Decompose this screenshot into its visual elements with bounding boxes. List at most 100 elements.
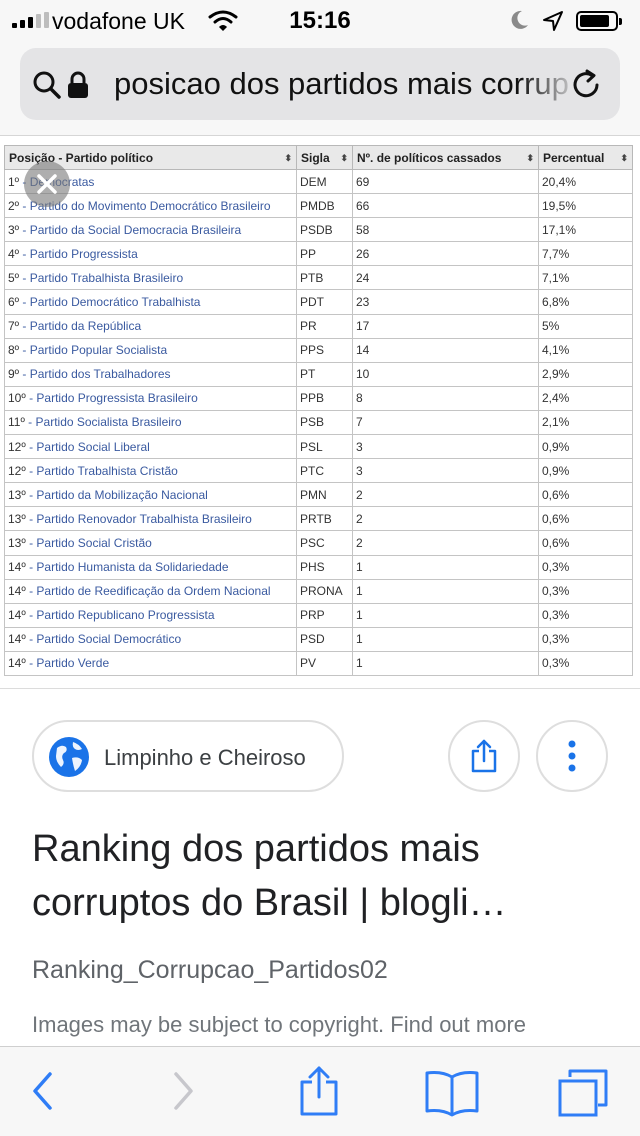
moon-icon <box>511 10 528 29</box>
url-text[interactable]: posicao dos partidos mais corruptos <box>114 66 569 101</box>
table-row: 11º - Partido Socialista Brasileiro PSB 7 2… <box>4 409 633 436</box>
source-name: Limpinho e Cheiroso <box>104 745 306 770</box>
source-chip[interactable]: Limpinho e Cheiroso <box>32 720 344 792</box>
cell-percent: 7,7% <box>538 241 633 267</box>
table-row: 1º - DemocratasDEM6920,4% <box>4 168 633 195</box>
sort-icon: ⬍ <box>284 152 292 163</box>
party-name[interactable]: Partido da Social Democracia Brasileira <box>29 222 242 237</box>
close-button[interactable] <box>24 161 70 207</box>
cell-position-party: 14º - Partido Social Democrático <box>4 626 297 652</box>
cell-count: 69 <box>352 168 539 195</box>
table-body: 1º - DemocratasDEM6920,4%2º - Partido do… <box>4 168 633 676</box>
cell-sigla: PRONA <box>296 578 353 604</box>
more-options-button[interactable] <box>536 720 608 792</box>
cell-count: 1 <box>352 602 539 628</box>
url-bar[interactable]: posicao dos partidos mais corruptos <box>20 48 620 120</box>
cell-position-party: 14º - Partido Humanista da Solidariedade <box>4 554 297 580</box>
cell-position-party: 4º - Partido Progressista <box>4 241 297 267</box>
forward-icon[interactable] <box>170 1069 196 1113</box>
cell-sigla: PV <box>296 650 353 676</box>
status-bar: vodafone UK 15:16 <box>0 0 640 40</box>
party-name[interactable]: Partido Renovador Trabalhista Brasileiro <box>36 511 252 526</box>
carrier-name: vodafone UK <box>52 8 185 34</box>
position-number: 8º <box>8 343 20 358</box>
cell-count: 8 <box>352 385 539 411</box>
cell-position-party: 8º - Partido Popular Socialista <box>4 337 297 363</box>
cell-count: 26 <box>352 241 539 267</box>
bookmarks-icon[interactable] <box>424 1069 480 1117</box>
table-row: 13º - Partido da Mobilização Nacional PMN… <box>4 482 633 508</box>
sort-icon: ⬍ <box>340 152 348 163</box>
cell-position-party: 14º - Partido Republicano Progressista <box>4 602 297 628</box>
table-row: 10º - Partido Progressista Brasileiro PPB… <box>4 385 633 411</box>
table-header-row: Posição - Partido político ⬍ Sigla ⬍ Nº. d… <box>4 145 633 170</box>
cell-count: 2 <box>352 506 539 532</box>
cell-sigla: PT <box>296 361 353 387</box>
party-name[interactable]: Partido do Movimento Democrático Brasile… <box>29 198 271 213</box>
party-name[interactable]: Partido da Mobilização Nacional <box>36 487 208 502</box>
header-sigla[interactable]: Sigla ⬍ <box>296 145 353 170</box>
party-name[interactable]: Partido Social Liberal <box>36 439 150 454</box>
cell-count: 17 <box>352 313 539 339</box>
cell-percent: 0,6% <box>538 482 633 508</box>
table-row: 3º - Partido da Social Democracia Brasil… <box>4 217 633 243</box>
party-name[interactable]: Partido Democrático Trabalhista <box>29 295 201 310</box>
party-name[interactable]: Partido da República <box>29 319 142 334</box>
party-name[interactable]: Partido Social Democrático <box>36 632 182 647</box>
result-title[interactable]: Ranking dos partidos mais corruptos do B… <box>32 828 507 924</box>
party-name[interactable]: Partido Socialista Brasileiro <box>35 415 182 430</box>
table-row: 13º - Partido Social Cristão PSC 2 0,6% <box>4 530 633 556</box>
cell-position-party: 13º - Partido Renovador Trabalhista Bras… <box>4 506 297 532</box>
party-name[interactable]: Partido Progressista <box>29 246 138 261</box>
tabs-icon[interactable] <box>556 1067 610 1117</box>
party-name[interactable]: Partido Popular Socialista <box>29 343 168 358</box>
reload-icon[interactable] <box>570 68 604 102</box>
cell-percent: 2,1% <box>538 409 633 436</box>
cell-percent: 5% <box>538 313 633 339</box>
position-number: 14º <box>8 608 26 623</box>
cell-percent: 6,8% <box>538 289 633 315</box>
table-row: 4º - Partido Progressista PP 26 7,7% <box>4 241 633 267</box>
party-name[interactable]: Partido Republicano Progressista <box>36 608 215 623</box>
party-name[interactable]: Partido Verde <box>36 656 110 671</box>
cell-position-party: 3º - Partido da Social Democracia Brasil… <box>4 217 297 243</box>
parties-table: Posição - Partido político ⬍ Sigla ⬍ Nº. d… <box>4 145 633 676</box>
party-name[interactable]: Partido dos Trabalhadores <box>29 367 171 382</box>
share-button[interactable] <box>448 720 520 792</box>
party-name[interactable]: Partido Trabalhista Brasileiro <box>29 270 184 285</box>
position-number: 9º <box>8 367 20 382</box>
cell-sigla: PRTB <box>296 506 353 532</box>
back-icon[interactable] <box>30 1069 56 1113</box>
party-name[interactable]: Partido Humanista da Solidariedade <box>36 560 229 575</box>
cell-percent: 0,3% <box>538 578 633 604</box>
position-number: 14º <box>8 560 26 575</box>
cell-percent: 0,3% <box>538 626 633 652</box>
cell-sigla: PHS <box>296 554 353 580</box>
cell-sigla: PPS <box>296 337 353 363</box>
position-number: 10º <box>8 391 26 406</box>
globe-icon <box>49 737 89 777</box>
cell-sigla: PSC <box>296 530 353 556</box>
share-icon[interactable] <box>298 1065 340 1117</box>
url-fade <box>520 48 580 120</box>
cell-percent: 4,1% <box>538 337 633 363</box>
cell-percent: 20,4% <box>538 168 633 195</box>
cell-count: 1 <box>352 650 539 676</box>
party-name[interactable]: Partido Progressista Brasileiro <box>36 391 198 406</box>
party-name[interactable]: Partido Trabalhista Cristão <box>36 463 178 478</box>
more-vert-icon <box>568 740 576 772</box>
cell-position-party: 14º - Partido de Reedificação da Ordem N… <box>4 578 297 604</box>
position-number: 2º <box>8 198 20 213</box>
cell-position-party: 13º - Partido da Mobilização Nacional <box>4 482 297 508</box>
copyright-notice[interactable]: Images may be subject to copyright. Find… <box>32 1012 527 1037</box>
cell-position-party: 14º - Partido Verde <box>4 650 297 676</box>
cell-percent: 2,4% <box>538 385 633 411</box>
position-number: 11º <box>8 415 25 430</box>
cell-sigla: PPB <box>296 385 353 411</box>
signal-icon <box>12 12 49 28</box>
header-percent[interactable]: Percentual ⬍ <box>538 145 633 170</box>
party-name[interactable]: Partido de Reedificação da Ordem Naciona… <box>36 584 271 599</box>
header-count[interactable]: Nº. de políticos cassados ⬍ <box>352 145 539 170</box>
cell-percent: 0,3% <box>538 650 633 676</box>
party-name[interactable]: Partido Social Cristão <box>36 535 152 550</box>
